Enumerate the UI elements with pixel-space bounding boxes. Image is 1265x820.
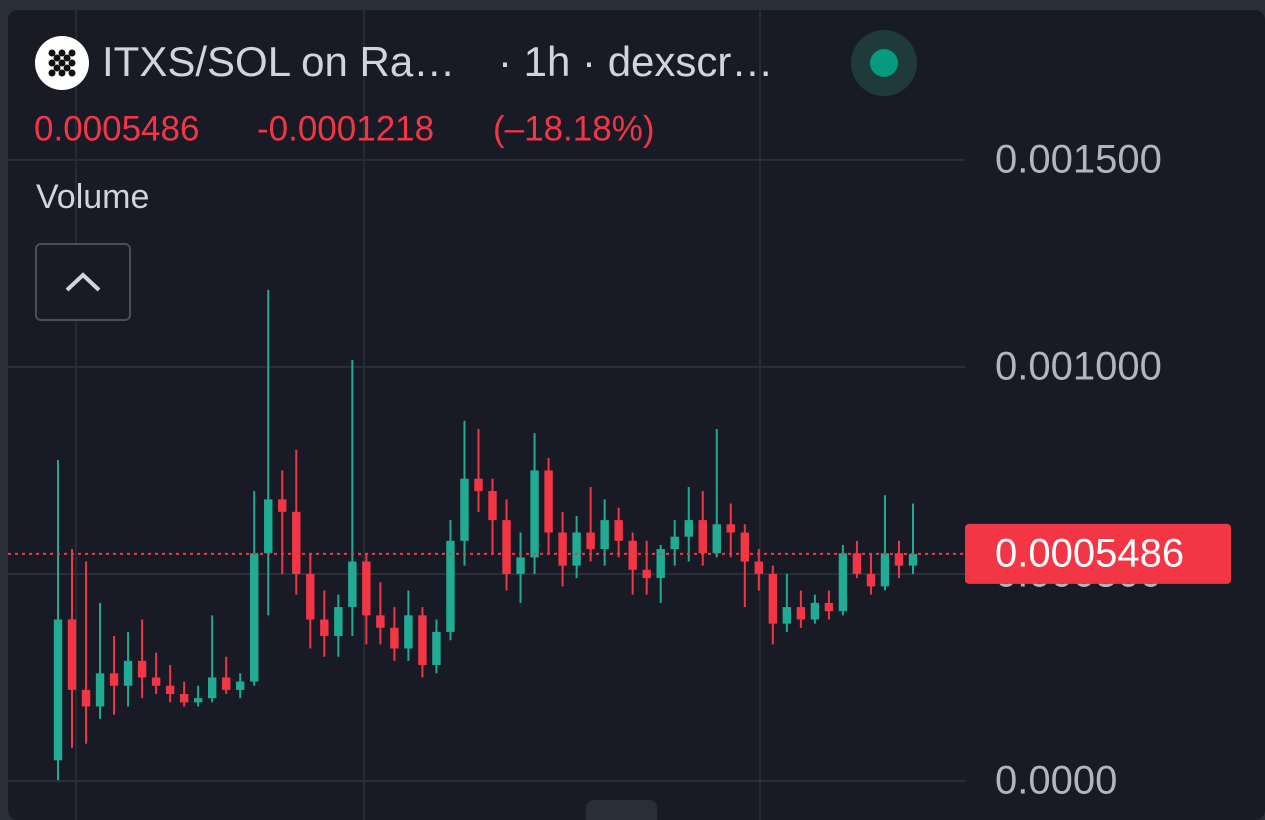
logo-dots [48,49,76,77]
candle-body [684,520,693,537]
candle-body [278,499,287,512]
candle-body [782,607,792,624]
candle-body [572,532,581,566]
candle-body [207,677,217,699]
candle-body [740,532,750,562]
title: ITXS/SOL on Ra… [102,38,455,85]
candle-body [586,532,595,550]
candle-body [810,602,820,620]
candle-body [670,536,679,550]
candle-body [193,698,203,703]
candle-body [250,553,259,682]
last-price-box [965,523,1231,584]
candle-body [838,553,848,612]
y-tick-label: 0.0000 [995,759,1117,803]
candle-body [894,553,904,566]
candle-body [390,627,399,649]
candle-body [348,561,357,608]
candle-body [502,520,511,574]
subtitle: · 1h · dexscr… [498,38,773,85]
candle-body [544,470,553,533]
candle-body [81,689,91,707]
y-tick-label: 0.001000 [995,344,1162,388]
candle-body [221,677,231,690]
last-price-label: 0.0005486 [995,531,1184,575]
candle-body [446,540,455,632]
scroll-button[interactable] [586,800,657,820]
candle-body [362,561,371,616]
candle-body [53,619,63,761]
candle-body [306,573,315,620]
candle-body [67,619,77,690]
candle-body [109,673,119,686]
candle-body [334,607,343,637]
collapse-button[interactable] [35,243,131,321]
candle-body [712,524,721,554]
candle-body [474,478,483,492]
candle-body [151,677,161,686]
candle-body [320,619,329,637]
candles [53,289,918,781]
candle-body [418,615,427,666]
candle-body [796,607,806,620]
candle-body [866,573,876,587]
candle-body [628,540,637,570]
candle-body [824,602,834,612]
candle-body [880,553,890,587]
candle-body [460,478,469,541]
candle-body [123,660,133,686]
candle-body [754,561,764,574]
candle-body [768,573,778,624]
candle-body [488,491,497,521]
panel [8,10,1265,820]
change: -0.0001218 [257,109,434,148]
candle-body [642,569,651,579]
candle-body [908,553,918,566]
indicator-label: Volume [36,178,149,216]
candle-body [137,660,147,678]
candle-body [376,615,385,628]
candle-body [264,499,273,554]
candle-body [404,615,413,649]
candle-body [656,549,665,579]
last-price: 0.0005486 [34,109,199,148]
change-pct: (–18.18%) [493,109,654,148]
candle-body [432,631,441,666]
overlay: ITXS/SOL on Ra… · 1h · dexscr… 0.0005486… [8,30,1231,820]
y-tick-label: 0.001500 [995,137,1162,181]
candle-body [600,520,609,550]
candle-body [95,673,105,707]
candle-body [516,557,525,574]
candle-body [236,681,245,690]
candle-body [179,694,189,703]
candle-body [698,520,707,554]
chevron-up [65,272,101,292]
candle-body [614,520,623,541]
candle-body [165,685,175,695]
status-dot [870,49,898,77]
candle-body [726,524,735,533]
candle-body [558,532,567,566]
candle-body [530,470,539,558]
candle-body [852,553,862,574]
candle-body [292,511,301,574]
